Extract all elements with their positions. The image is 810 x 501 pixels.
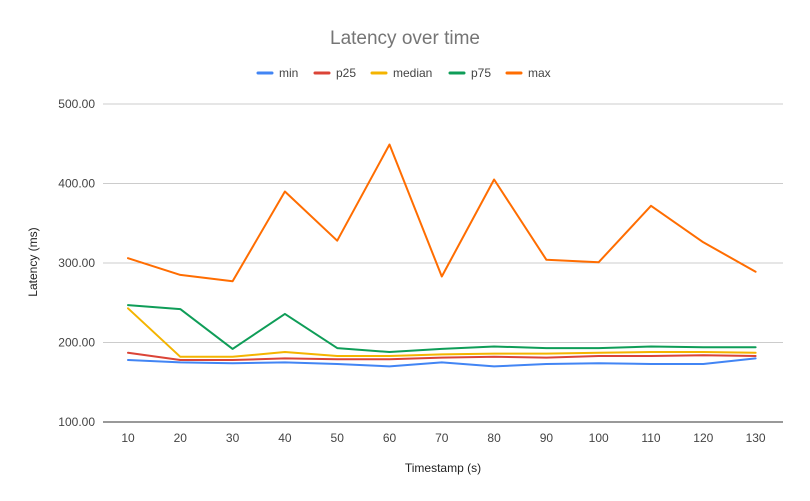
x-tick-label: 50 bbox=[331, 431, 345, 445]
gridlines bbox=[103, 103, 783, 343]
x-tick-label: 30 bbox=[226, 431, 240, 445]
y-tick-label: 500.00 bbox=[58, 97, 95, 111]
x-tick-label: 130 bbox=[746, 431, 766, 445]
legend-label-max: max bbox=[528, 66, 551, 80]
y-tick-label: 400.00 bbox=[58, 177, 95, 191]
x-tick-label: 90 bbox=[540, 431, 554, 445]
x-tick-label: 70 bbox=[435, 431, 449, 445]
legend-label-p75: p75 bbox=[471, 66, 491, 80]
series-line-median bbox=[127, 307, 757, 358]
y-tick-label: 200.00 bbox=[58, 336, 95, 350]
legend-label-p25: p25 bbox=[336, 66, 356, 80]
legend: min p25 median p75 max bbox=[256, 66, 551, 80]
x-tick-label: 40 bbox=[278, 431, 292, 445]
series-line-p75 bbox=[127, 304, 757, 353]
series-layer bbox=[127, 143, 757, 368]
series-line-p25 bbox=[127, 351, 757, 361]
y-axis-ticks: 100.00 200.00 300.00 400.00 500.00 bbox=[58, 97, 95, 429]
chart-title: Latency over time bbox=[330, 28, 480, 49]
x-axis-title: Timestamp (s) bbox=[405, 461, 481, 475]
x-tick-label: 110 bbox=[641, 431, 660, 445]
x-tick-label: 80 bbox=[487, 431, 501, 445]
y-axis-title: Latency (ms) bbox=[26, 227, 40, 296]
series-line-min bbox=[127, 357, 757, 368]
legend-label-median: median bbox=[393, 66, 432, 80]
x-tick-label: 100 bbox=[589, 431, 609, 445]
x-tick-label: 120 bbox=[693, 431, 713, 445]
x-tick-label: 60 bbox=[383, 431, 397, 445]
series-line-max bbox=[127, 143, 757, 283]
x-tick-label: 20 bbox=[174, 431, 188, 445]
x-axis-ticks: 10 20 30 40 50 60 70 80 90 100 110 120 130 bbox=[121, 431, 766, 445]
y-tick-label: 100.00 bbox=[58, 415, 95, 429]
x-tick-label: 10 bbox=[121, 431, 135, 445]
y-tick-label: 300.00 bbox=[58, 256, 95, 270]
legend-label-min: min bbox=[279, 66, 298, 80]
